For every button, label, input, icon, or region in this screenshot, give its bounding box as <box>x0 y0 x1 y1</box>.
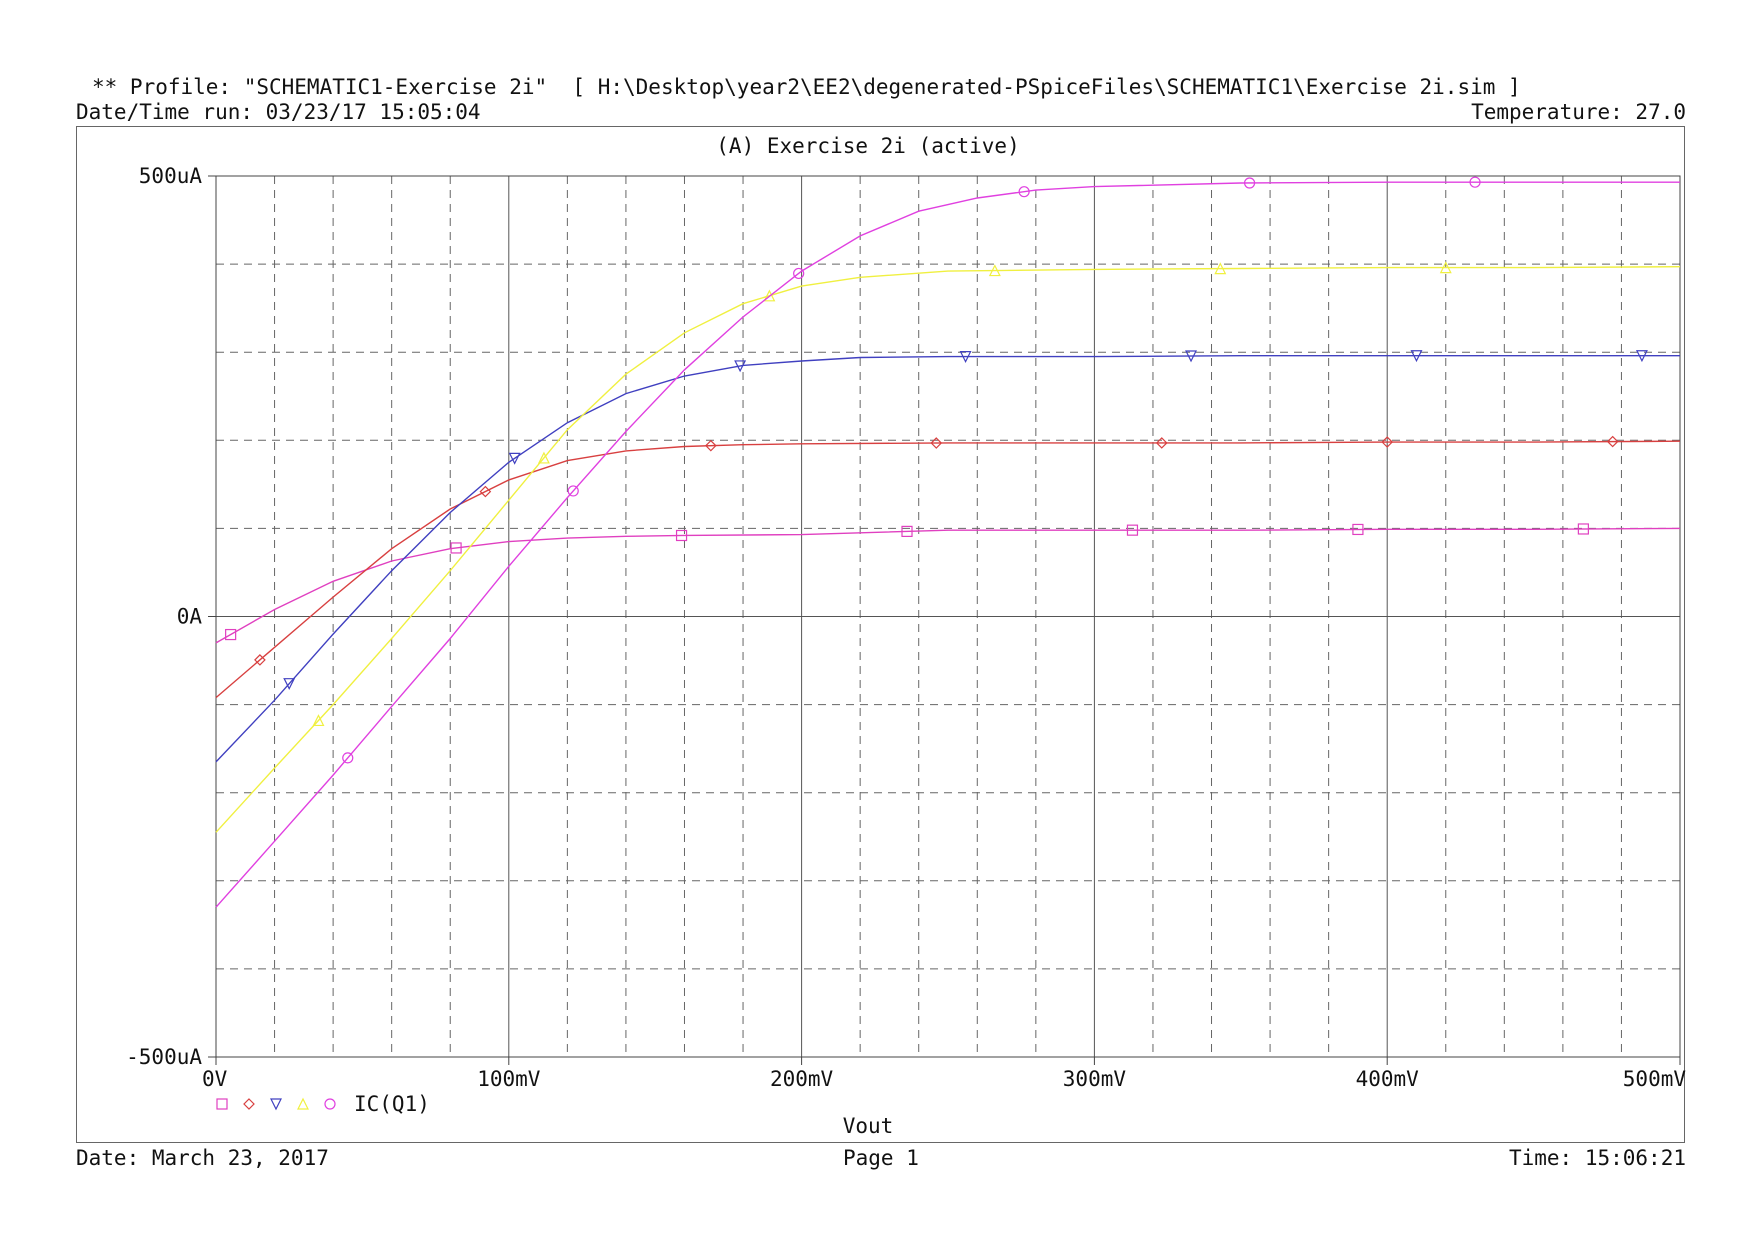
series-line-circle <box>215 181 1680 908</box>
x-tick-label: 100mV <box>477 1067 541 1091</box>
series-marker-triangle-up <box>1439 261 1452 274</box>
legend-marker-triangle-down <box>270 1098 282 1111</box>
series-marker-square <box>1577 523 1589 535</box>
series-marker-diamond <box>704 439 717 452</box>
y-tick-label: -500uA <box>126 1045 202 1069</box>
series-marker-triangle-down <box>1410 350 1423 363</box>
x-axis-label: Vout <box>843 1114 894 1138</box>
series-marker-triangle-down <box>1635 350 1648 363</box>
series-marker-circle <box>342 752 354 764</box>
footer-page: Page 1 <box>843 1146 919 1170</box>
series-line-triangle-up <box>215 266 1681 833</box>
series-marker-diamond <box>1381 436 1394 448</box>
series-marker-triangle-down <box>1185 350 1197 363</box>
y-tick-label: 500uA <box>139 164 203 188</box>
y-tick-label: 0A <box>177 605 203 629</box>
series-marker-triangle-up <box>1214 262 1227 275</box>
datetime-run: Date/Time run: 03/23/17 15:05:04 <box>76 100 481 124</box>
x-tick-label: 500mV <box>1623 1067 1687 1091</box>
series-marker-triangle-up <box>763 289 776 302</box>
series-marker-square <box>225 628 237 641</box>
series-marker-triangle-up <box>312 714 325 727</box>
legend-marker-circle <box>324 1098 336 1110</box>
legend-marker-square <box>216 1098 228 1110</box>
x-tick-label: 300mV <box>1063 1067 1127 1091</box>
series-marker-square <box>675 529 688 542</box>
series-marker-diamond <box>479 485 492 498</box>
series-marker-circle <box>1469 176 1481 188</box>
x-tick-label: 400mV <box>1356 1067 1420 1091</box>
series-marker-triangle-down <box>734 360 747 373</box>
legend-label: IC(Q1) <box>354 1092 430 1116</box>
series-marker-circle <box>567 485 579 497</box>
x-tick-label: 200mV <box>770 1067 834 1091</box>
series-marker-square <box>901 525 913 537</box>
series-marker-circle <box>1243 177 1256 189</box>
series-marker-diamond <box>1606 435 1619 448</box>
profile-header: ** Profile: "SCHEMATIC1-Exercise 2i" [ H… <box>92 75 1521 99</box>
series-marker-square <box>450 542 462 554</box>
series-line-square <box>215 527 1681 644</box>
footer-time: Time: 15:06:21 <box>1508 1146 1686 1170</box>
series-marker-square <box>1352 523 1364 536</box>
series-marker-diamond <box>1155 437 1168 449</box>
footer-date: Date: March 23, 2017 <box>76 1146 329 1170</box>
series-marker-triangle-up <box>988 264 1001 277</box>
plot-frame <box>76 126 1685 1143</box>
chart-title: (A) Exercise 2i (active) <box>716 134 1019 158</box>
series-marker-square <box>1126 524 1139 536</box>
series-marker-circle <box>1018 186 1030 198</box>
legend-marker-diamond <box>243 1098 255 1110</box>
series-marker-triangle-down <box>959 351 972 363</box>
x-tick-label: 0V <box>202 1067 228 1091</box>
series-line-triangle-down <box>215 355 1680 763</box>
series-marker-triangle-down <box>508 452 521 465</box>
series-marker-triangle-up <box>537 451 550 464</box>
series-marker-diamond <box>930 437 943 449</box>
series-marker-diamond <box>254 654 266 666</box>
legend-marker-triangle-up <box>297 1097 309 1110</box>
temperature: Temperature: 27.0 <box>1471 100 1686 124</box>
series-marker-triangle-down <box>283 678 296 691</box>
series-marker-circle <box>793 267 805 280</box>
series-line-diamond <box>215 440 1681 699</box>
